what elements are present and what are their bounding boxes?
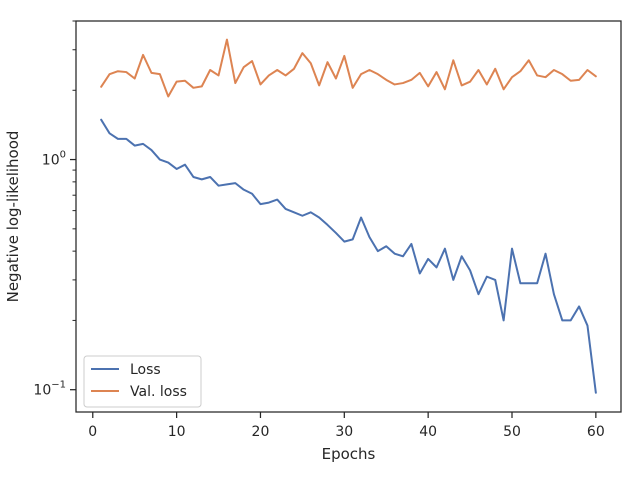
x-tick-label: 50: [503, 424, 521, 440]
series-layer: [100, 38, 597, 394]
x-tick-label: 10: [168, 424, 186, 440]
x-tick-label: 40: [419, 424, 437, 440]
plot-frame: [75, 20, 622, 413]
series-line-1: [100, 38, 597, 98]
legend-label-0: Loss: [130, 362, 161, 378]
y-tick-label: 10−1: [33, 380, 66, 399]
legend: Loss Val. loss: [83, 355, 202, 408]
x-tick-label: 60: [587, 424, 605, 440]
x-axis-ticks: 0 10 20 30 40 50 60: [88, 412, 605, 440]
y-axis-title: Negative log-likelihood: [4, 131, 22, 303]
x-tick-label: 20: [252, 424, 270, 440]
x-tick-label: 0: [88, 424, 97, 440]
x-axis-title: Epochs: [322, 445, 376, 463]
y-tick-label: 100: [42, 150, 66, 169]
legend-label-1: Val. loss: [130, 384, 187, 400]
x-tick-label: 30: [335, 424, 353, 440]
y-axis-ticks: 10−1 100: [33, 20, 76, 399]
series-line-0: [100, 118, 597, 394]
